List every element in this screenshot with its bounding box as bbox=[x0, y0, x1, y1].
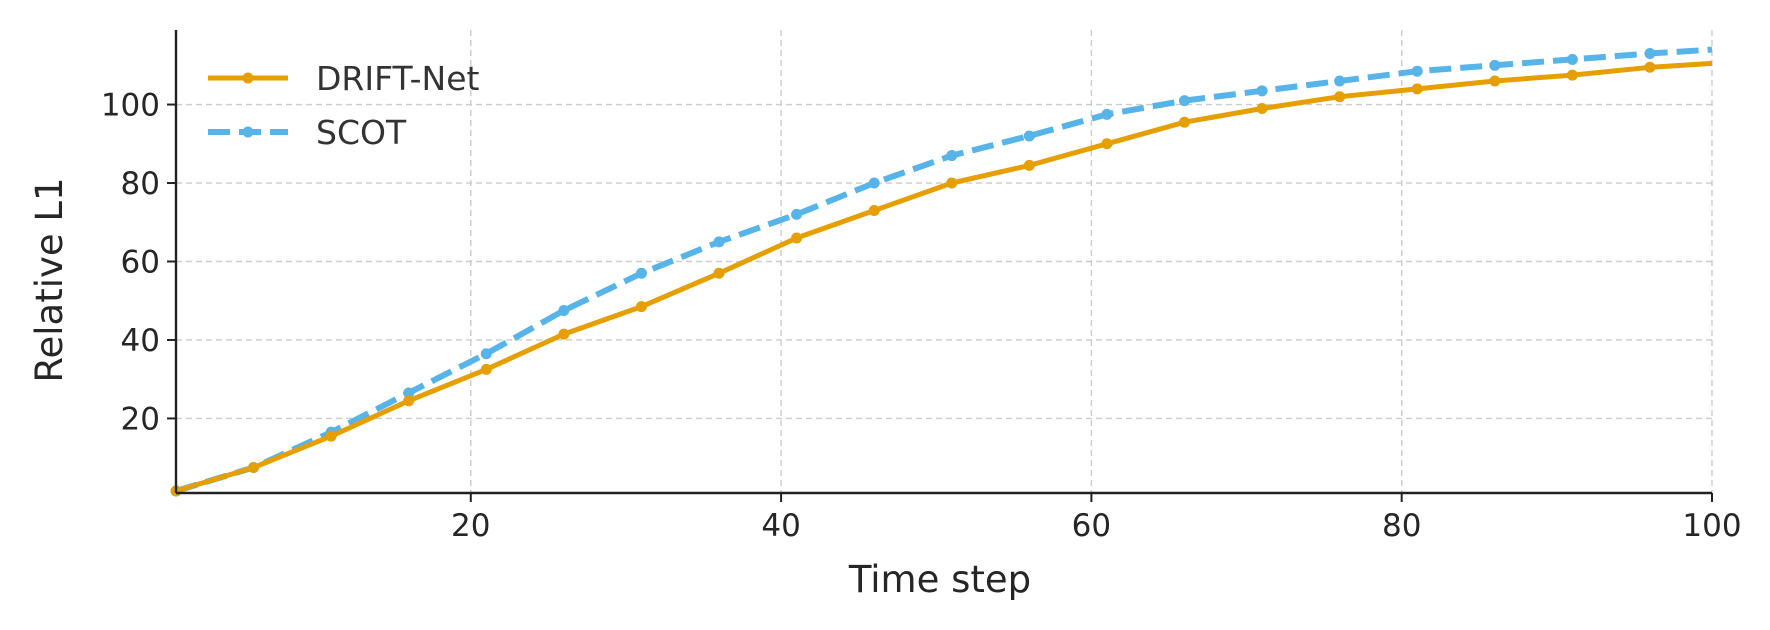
y-tick-label: 60 bbox=[121, 245, 160, 281]
data-point-drift-net bbox=[1644, 61, 1656, 73]
data-point-drift-net bbox=[1334, 91, 1346, 103]
data-point-scot bbox=[946, 150, 958, 162]
data-point-scot bbox=[1334, 75, 1346, 87]
y-tick-label: 100 bbox=[101, 88, 160, 124]
x-axis-label: Time step bbox=[848, 558, 1031, 601]
data-point-scot bbox=[868, 177, 880, 189]
data-point-scot bbox=[1489, 59, 1501, 71]
y-tick-label: 20 bbox=[121, 401, 160, 437]
data-point-drift-net bbox=[791, 232, 803, 244]
x-tick-label: 100 bbox=[1682, 508, 1741, 544]
data-point-drift-net bbox=[713, 267, 725, 279]
y-axis-label: Relative L1 bbox=[28, 177, 71, 382]
legend-marker-drift-net bbox=[242, 72, 254, 84]
x-tick-label: 20 bbox=[451, 508, 490, 544]
data-point-drift-net bbox=[403, 395, 415, 407]
data-point-scot bbox=[1178, 95, 1190, 107]
legend-label-scot: SCOT bbox=[316, 113, 407, 152]
data-point-scot bbox=[713, 236, 725, 248]
data-point-scot bbox=[1101, 108, 1113, 120]
ticks: 20 40 60 80 100 20 40 60 80 100 bbox=[101, 88, 1742, 544]
data-point-scot bbox=[1023, 130, 1035, 142]
legend-label-drift-net: DRIFT-Net bbox=[316, 59, 479, 98]
y-tick-label: 40 bbox=[121, 323, 160, 359]
series-layer bbox=[170, 46, 1713, 497]
grid bbox=[176, 30, 1713, 493]
data-point-drift-net bbox=[1023, 159, 1035, 171]
y-tick-label: 80 bbox=[121, 166, 160, 202]
data-point-scot bbox=[403, 387, 415, 399]
data-point-drift-net bbox=[1411, 83, 1423, 95]
data-point-drift-net bbox=[480, 363, 492, 375]
data-point-drift-net bbox=[248, 461, 260, 473]
x-tick-label: 80 bbox=[1382, 508, 1421, 544]
data-point-drift-net bbox=[868, 204, 880, 216]
data-point-scot bbox=[480, 348, 492, 360]
data-point-scot bbox=[791, 208, 803, 220]
data-point-scot bbox=[1256, 85, 1268, 97]
data-point-drift-net bbox=[1256, 102, 1268, 114]
series-line-drift-net bbox=[175, 60, 1713, 494]
data-point-scot bbox=[1411, 65, 1423, 77]
x-tick-label: 40 bbox=[761, 508, 800, 544]
legend: DRIFT-Net SCOT bbox=[208, 59, 479, 152]
data-point-drift-net bbox=[325, 430, 337, 442]
legend-marker-scot bbox=[242, 126, 254, 138]
data-point-scot bbox=[635, 267, 647, 279]
data-point-drift-net bbox=[1101, 138, 1113, 150]
data-point-drift-net bbox=[1566, 69, 1578, 81]
data-point-drift-net bbox=[635, 301, 647, 313]
x-tick-label: 60 bbox=[1072, 508, 1111, 544]
data-point-drift-net bbox=[946, 177, 958, 189]
data-point-drift-net bbox=[1178, 116, 1190, 128]
data-point-drift-net bbox=[1489, 75, 1501, 87]
data-point-drift-net bbox=[558, 328, 570, 340]
data-point-scot bbox=[558, 305, 570, 317]
data-point-scot bbox=[1566, 53, 1578, 65]
series-line-scot bbox=[175, 46, 1713, 494]
data-point-scot bbox=[1644, 48, 1656, 60]
